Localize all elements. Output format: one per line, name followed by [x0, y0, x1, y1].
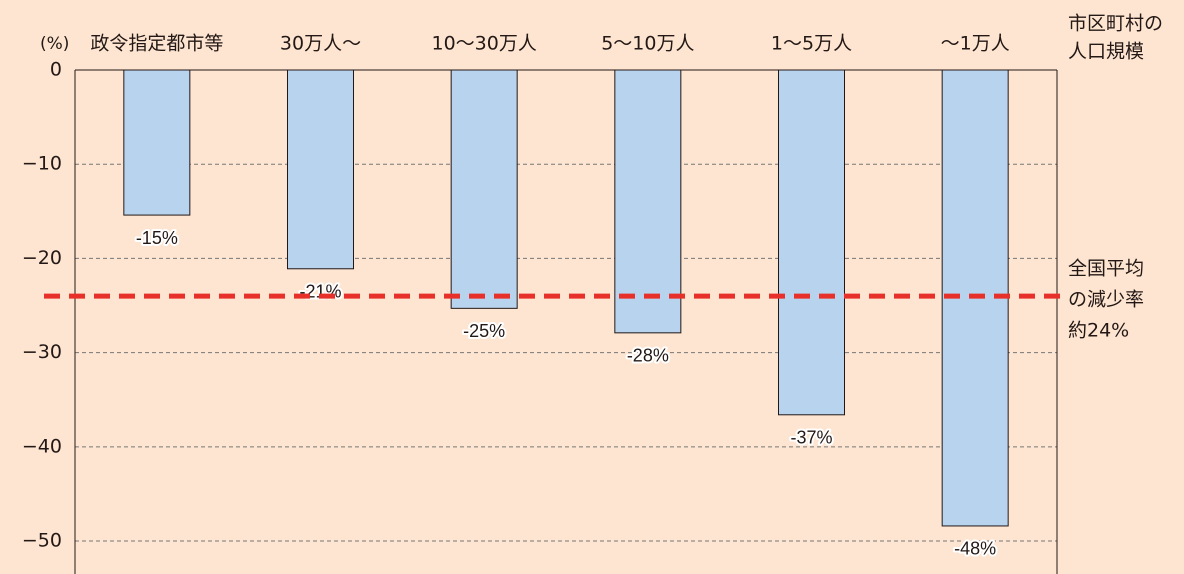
x-tick-label: 〜1万人: [941, 33, 1010, 55]
value-label: -37%: [790, 428, 832, 448]
y-tick-label: −10: [22, 153, 62, 175]
x-tick-label: 30万人〜: [280, 33, 361, 55]
y-tick-label: 0: [50, 59, 62, 81]
bar: [614, 69, 682, 334]
reference-label: の減少率: [1068, 289, 1144, 311]
value-label: -25%: [463, 321, 505, 341]
bar: [287, 69, 354, 270]
value-label: -48%: [954, 539, 996, 559]
bar: [450, 69, 518, 309]
reference-label: 全国平均: [1068, 258, 1144, 280]
y-axis-label: (%): [40, 34, 69, 54]
x-tick-label: 1〜5万人: [771, 33, 852, 55]
bar: [123, 69, 191, 216]
x-tick-label: 5〜10万人: [601, 33, 694, 55]
reference-label: 約24%: [1068, 320, 1129, 342]
x-tick-label: 10〜30万人: [431, 33, 536, 55]
value-label: -28%: [627, 346, 669, 366]
y-tick-label: −20: [22, 247, 62, 269]
y-tick-label: −50: [22, 530, 62, 552]
y-tick-label: −30: [22, 341, 62, 363]
value-label: -15%: [136, 228, 178, 248]
x-tick-label: 政令指定都市等: [90, 33, 223, 55]
x-axis-label: 市区町村の: [1068, 13, 1163, 35]
y-tick-label: −40: [22, 435, 62, 457]
bar: [778, 69, 845, 416]
x-axis-label: 人口規模: [1068, 41, 1144, 63]
